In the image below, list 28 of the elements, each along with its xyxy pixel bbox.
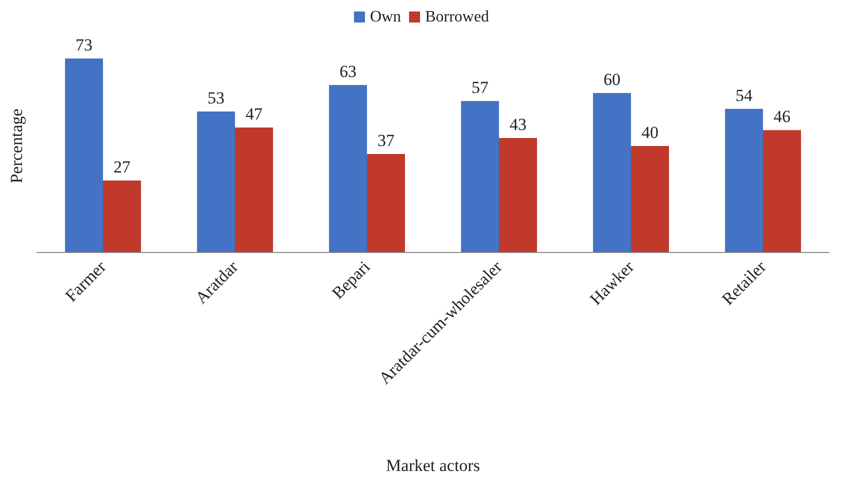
bar (65, 58, 103, 252)
data-label: 53 (208, 88, 224, 108)
data-label: 73 (76, 36, 92, 55)
data-label: 37 (378, 130, 395, 150)
data-label: 27 (114, 157, 131, 176)
bar (461, 100, 499, 252)
data-label: 60 (604, 70, 620, 89)
data-label: 47 (246, 104, 263, 124)
bar (763, 130, 801, 252)
bar (235, 127, 273, 252)
bar (103, 180, 141, 252)
bar (725, 108, 763, 252)
bar (593, 93, 631, 252)
data-label: 46 (774, 107, 790, 126)
bar (197, 112, 235, 252)
bar (329, 85, 367, 252)
data-label: 54 (736, 86, 753, 105)
legend-label: Own (370, 8, 402, 26)
y-axis-title: Percentage (7, 108, 26, 184)
data-label: 63 (340, 62, 356, 82)
data-label: 40 (642, 123, 658, 142)
bar (631, 146, 669, 252)
data-label: 43 (510, 115, 526, 134)
bar (499, 138, 537, 252)
data-label: 57 (472, 78, 489, 97)
x-axis-title: Market actors (386, 456, 480, 475)
legend-label: Borrowed (425, 8, 490, 26)
bar (367, 154, 405, 252)
